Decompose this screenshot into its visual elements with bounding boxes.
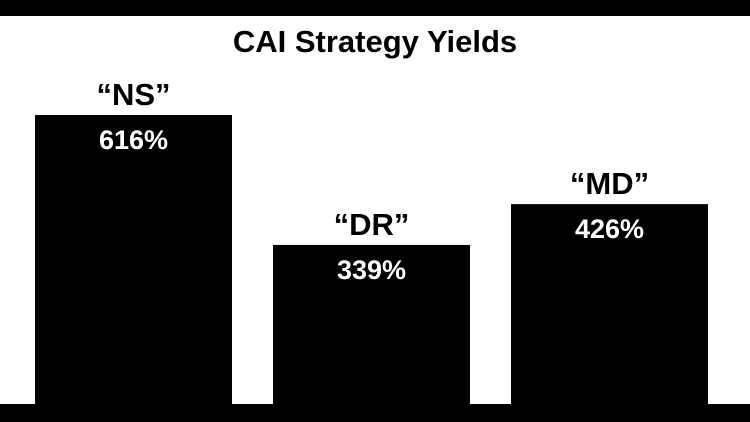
bar-1 xyxy=(35,115,232,404)
bar-2 xyxy=(273,244,470,404)
bars-group: “NS” 616% “DR” 339% “MD” 426% xyxy=(35,77,708,404)
value-label-2: 339% xyxy=(337,255,406,285)
category-label-3: “MD” xyxy=(570,166,649,201)
chart-title: CAI Strategy Yields xyxy=(233,24,517,59)
bar-3 xyxy=(511,204,708,404)
value-label-1: 616% xyxy=(99,125,168,155)
category-label-2: “DR” xyxy=(334,207,410,242)
value-label-3: 426% xyxy=(575,214,644,244)
category-label-1: “NS” xyxy=(96,77,170,112)
